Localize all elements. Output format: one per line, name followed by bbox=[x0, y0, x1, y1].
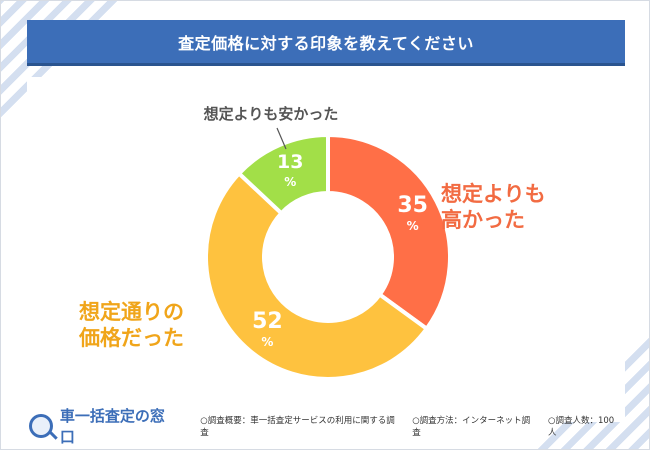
label-higher: 想定よりも 高かった bbox=[441, 181, 546, 234]
note-people: ○調査人数：100 人 bbox=[548, 416, 615, 438]
slice-0 bbox=[326, 132, 452, 332]
slice-1 bbox=[204, 170, 430, 381]
note-method: ○調査方法：インターネット調査 bbox=[412, 416, 531, 438]
brand-logo-text: 車一括査定の窓口 bbox=[56, 404, 183, 448]
slice-2 bbox=[236, 132, 330, 217]
percent-unit-2: % bbox=[284, 175, 296, 189]
percent-value-1: 52 bbox=[252, 309, 283, 334]
donut-slices bbox=[204, 132, 452, 381]
brand-logo: 車一括査定の窓口 bbox=[29, 404, 183, 448]
label-cheaper: 想定よりも安かった bbox=[203, 105, 339, 123]
percent-labels: 35%52%13% bbox=[252, 151, 428, 349]
percent-unit-0: % bbox=[407, 219, 419, 233]
magnifier-car-icon bbox=[29, 414, 53, 438]
label-higher-line2: 高かった bbox=[441, 208, 525, 233]
footer: 車一括査定の窓口 ○調査概要：車一括査定サービスの利用に関する調査 ○調査方法：… bbox=[29, 404, 625, 448]
callout-line bbox=[276, 127, 287, 150]
percent-value-0: 35 bbox=[397, 193, 428, 218]
label-same-line2: 価格だった bbox=[79, 326, 184, 351]
label-same: 想定通りの 価格だった bbox=[79, 299, 184, 352]
page-title: 査定価格に対する印象を教えてください bbox=[27, 20, 625, 63]
percent-unit-1: % bbox=[261, 335, 273, 349]
label-higher-line1: 想定よりも bbox=[441, 182, 546, 206]
label-same-line1: 想定通りの bbox=[79, 300, 184, 324]
percent-value-2: 13 bbox=[277, 151, 303, 173]
survey-notes: ○調査概要：車一括査定サービスの利用に関する調査 ○調査方法：インターネット調査… bbox=[200, 414, 625, 438]
note-survey: ○調査概要：車一括査定サービスの利用に関する調査 bbox=[200, 416, 395, 438]
